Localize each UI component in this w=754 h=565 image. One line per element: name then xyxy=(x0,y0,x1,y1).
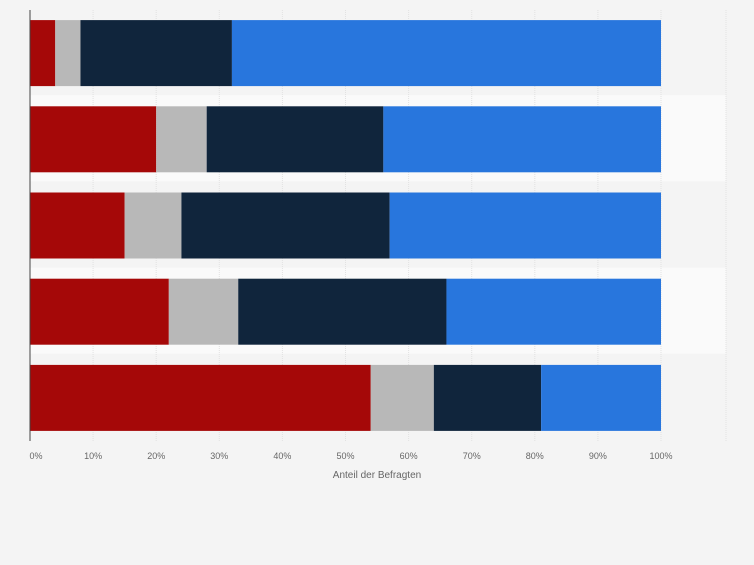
bar-segment[interactable] xyxy=(383,106,661,173)
x-tick-label: 0% xyxy=(29,451,42,461)
x-tick-label: 50% xyxy=(336,451,354,461)
x-tick-label: 10% xyxy=(84,451,102,461)
bar-segment[interactable] xyxy=(55,20,81,87)
x-tick-label: 100% xyxy=(649,451,672,461)
bar-segment[interactable] xyxy=(124,192,182,259)
bar-segment[interactable] xyxy=(206,106,384,173)
bar-segment[interactable] xyxy=(541,364,661,431)
x-tick-label: 60% xyxy=(400,451,418,461)
bar-segment[interactable] xyxy=(389,192,661,259)
bar-segment[interactable] xyxy=(80,20,232,87)
bar-segment[interactable] xyxy=(370,364,434,431)
bar-segment[interactable] xyxy=(156,106,207,173)
bar-segment[interactable] xyxy=(168,278,239,345)
bar-segment[interactable] xyxy=(30,192,125,259)
x-axis-label: Anteil der Befragten xyxy=(333,470,421,481)
x-tick-label: 30% xyxy=(210,451,228,461)
bar-segment[interactable] xyxy=(446,278,661,345)
x-tick-label: 90% xyxy=(589,451,607,461)
bar-segment[interactable] xyxy=(231,20,662,87)
x-tick-label: 20% xyxy=(147,451,165,461)
x-tick-label: 80% xyxy=(526,451,544,461)
bar-segment[interactable] xyxy=(30,364,371,431)
bar-segment[interactable] xyxy=(238,278,447,345)
bar-segment[interactable] xyxy=(433,364,542,431)
bar-segment[interactable] xyxy=(30,20,56,87)
x-tick-label: 70% xyxy=(463,451,481,461)
bar-segment[interactable] xyxy=(181,192,390,259)
bar-segment[interactable] xyxy=(30,278,169,345)
bar-segment[interactable] xyxy=(30,106,157,173)
x-tick-label: 40% xyxy=(273,451,291,461)
